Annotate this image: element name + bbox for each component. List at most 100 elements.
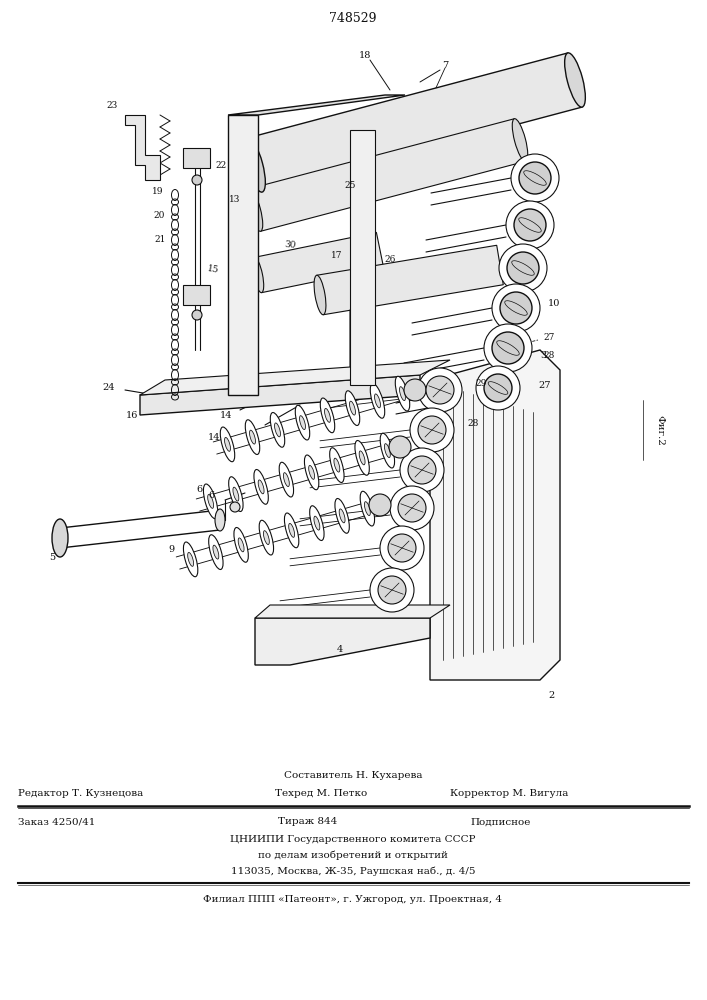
Ellipse shape bbox=[355, 441, 369, 475]
Ellipse shape bbox=[426, 376, 454, 404]
Ellipse shape bbox=[339, 509, 345, 523]
Text: Редактор Т. Кузнецова: Редактор Т. Кузнецова bbox=[18, 788, 144, 798]
Ellipse shape bbox=[399, 387, 405, 401]
Polygon shape bbox=[140, 375, 420, 415]
Polygon shape bbox=[125, 115, 160, 180]
Ellipse shape bbox=[247, 189, 263, 231]
Ellipse shape bbox=[410, 408, 454, 452]
Ellipse shape bbox=[274, 423, 281, 437]
Text: 15: 15 bbox=[207, 265, 220, 275]
Text: 6: 6 bbox=[197, 486, 203, 494]
Ellipse shape bbox=[305, 455, 319, 490]
Ellipse shape bbox=[380, 526, 424, 570]
Text: 19: 19 bbox=[151, 188, 163, 196]
Text: Заказ 4250/41: Заказ 4250/41 bbox=[18, 818, 95, 826]
Ellipse shape bbox=[511, 154, 559, 202]
Ellipse shape bbox=[215, 509, 225, 531]
Ellipse shape bbox=[385, 444, 390, 458]
Ellipse shape bbox=[513, 119, 527, 161]
Ellipse shape bbox=[284, 513, 299, 548]
Text: 14: 14 bbox=[219, 410, 232, 420]
Text: 24: 24 bbox=[103, 383, 115, 392]
Ellipse shape bbox=[325, 408, 330, 422]
Ellipse shape bbox=[300, 416, 305, 430]
Ellipse shape bbox=[204, 484, 218, 519]
Ellipse shape bbox=[52, 519, 68, 557]
Text: Корректор М. Вигула: Корректор М. Вигула bbox=[450, 788, 568, 798]
Ellipse shape bbox=[288, 523, 295, 537]
Ellipse shape bbox=[349, 401, 356, 415]
Ellipse shape bbox=[335, 499, 349, 533]
Ellipse shape bbox=[418, 368, 462, 412]
Polygon shape bbox=[183, 148, 210, 168]
Ellipse shape bbox=[334, 458, 340, 472]
Ellipse shape bbox=[506, 201, 554, 249]
Ellipse shape bbox=[484, 324, 532, 372]
Ellipse shape bbox=[519, 162, 551, 194]
Ellipse shape bbox=[565, 53, 585, 107]
Text: Составитель Н. Кухарева: Составитель Н. Кухарева bbox=[284, 770, 422, 780]
Text: Подписное: Подписное bbox=[470, 818, 530, 826]
Ellipse shape bbox=[208, 494, 214, 508]
Ellipse shape bbox=[408, 456, 436, 484]
Ellipse shape bbox=[389, 436, 411, 458]
Ellipse shape bbox=[364, 502, 370, 516]
Ellipse shape bbox=[514, 209, 546, 241]
Ellipse shape bbox=[507, 252, 539, 284]
Ellipse shape bbox=[296, 405, 310, 440]
Polygon shape bbox=[255, 618, 430, 665]
Polygon shape bbox=[228, 375, 395, 395]
Ellipse shape bbox=[245, 138, 265, 192]
Ellipse shape bbox=[310, 506, 324, 540]
Text: по делам изобретений и открытий: по делам изобретений и открытий bbox=[258, 850, 448, 860]
Ellipse shape bbox=[320, 398, 334, 433]
Text: 27: 27 bbox=[543, 332, 554, 342]
Ellipse shape bbox=[230, 502, 240, 512]
Ellipse shape bbox=[370, 384, 385, 418]
Text: 23: 23 bbox=[107, 101, 118, 109]
Polygon shape bbox=[228, 95, 405, 115]
Text: 17: 17 bbox=[330, 250, 342, 259]
Ellipse shape bbox=[309, 465, 315, 479]
Ellipse shape bbox=[264, 531, 269, 545]
Text: 10: 10 bbox=[548, 300, 561, 308]
Ellipse shape bbox=[476, 366, 520, 410]
Polygon shape bbox=[255, 232, 384, 293]
Ellipse shape bbox=[390, 486, 434, 530]
Ellipse shape bbox=[345, 391, 360, 425]
Ellipse shape bbox=[259, 520, 274, 555]
Ellipse shape bbox=[314, 275, 326, 315]
Ellipse shape bbox=[225, 437, 230, 451]
Ellipse shape bbox=[360, 491, 375, 526]
Text: 25: 25 bbox=[344, 180, 356, 190]
Text: Техред М. Петко: Техред М. Петко bbox=[275, 788, 367, 798]
Text: Фиг.2: Фиг.2 bbox=[655, 415, 665, 445]
Text: 28: 28 bbox=[467, 418, 479, 428]
Polygon shape bbox=[430, 350, 560, 680]
Ellipse shape bbox=[329, 448, 344, 482]
Polygon shape bbox=[255, 605, 450, 618]
Ellipse shape bbox=[238, 538, 244, 552]
Ellipse shape bbox=[492, 332, 524, 364]
Ellipse shape bbox=[359, 451, 365, 465]
Text: 113035, Москва, Ж-35, Раушская наб., д. 4/5: 113035, Москва, Ж-35, Раушская наб., д. … bbox=[230, 866, 475, 876]
Text: ЦНИИПИ Государственного комитета СССР: ЦНИИПИ Государственного комитета СССР bbox=[230, 834, 476, 844]
Text: 27: 27 bbox=[538, 380, 551, 389]
Text: 5: 5 bbox=[49, 554, 55, 562]
Text: 29: 29 bbox=[475, 378, 486, 387]
Ellipse shape bbox=[284, 473, 289, 487]
Ellipse shape bbox=[492, 284, 540, 332]
Polygon shape bbox=[228, 115, 258, 395]
Text: 7: 7 bbox=[442, 60, 448, 70]
Ellipse shape bbox=[499, 244, 547, 292]
Ellipse shape bbox=[192, 310, 202, 320]
Ellipse shape bbox=[233, 487, 239, 501]
Ellipse shape bbox=[279, 462, 293, 497]
Text: 18: 18 bbox=[359, 50, 371, 60]
Text: 748529: 748529 bbox=[329, 11, 377, 24]
Ellipse shape bbox=[258, 480, 264, 494]
Ellipse shape bbox=[245, 420, 259, 454]
Ellipse shape bbox=[404, 379, 426, 401]
Polygon shape bbox=[350, 130, 375, 385]
Text: 20: 20 bbox=[153, 211, 165, 220]
